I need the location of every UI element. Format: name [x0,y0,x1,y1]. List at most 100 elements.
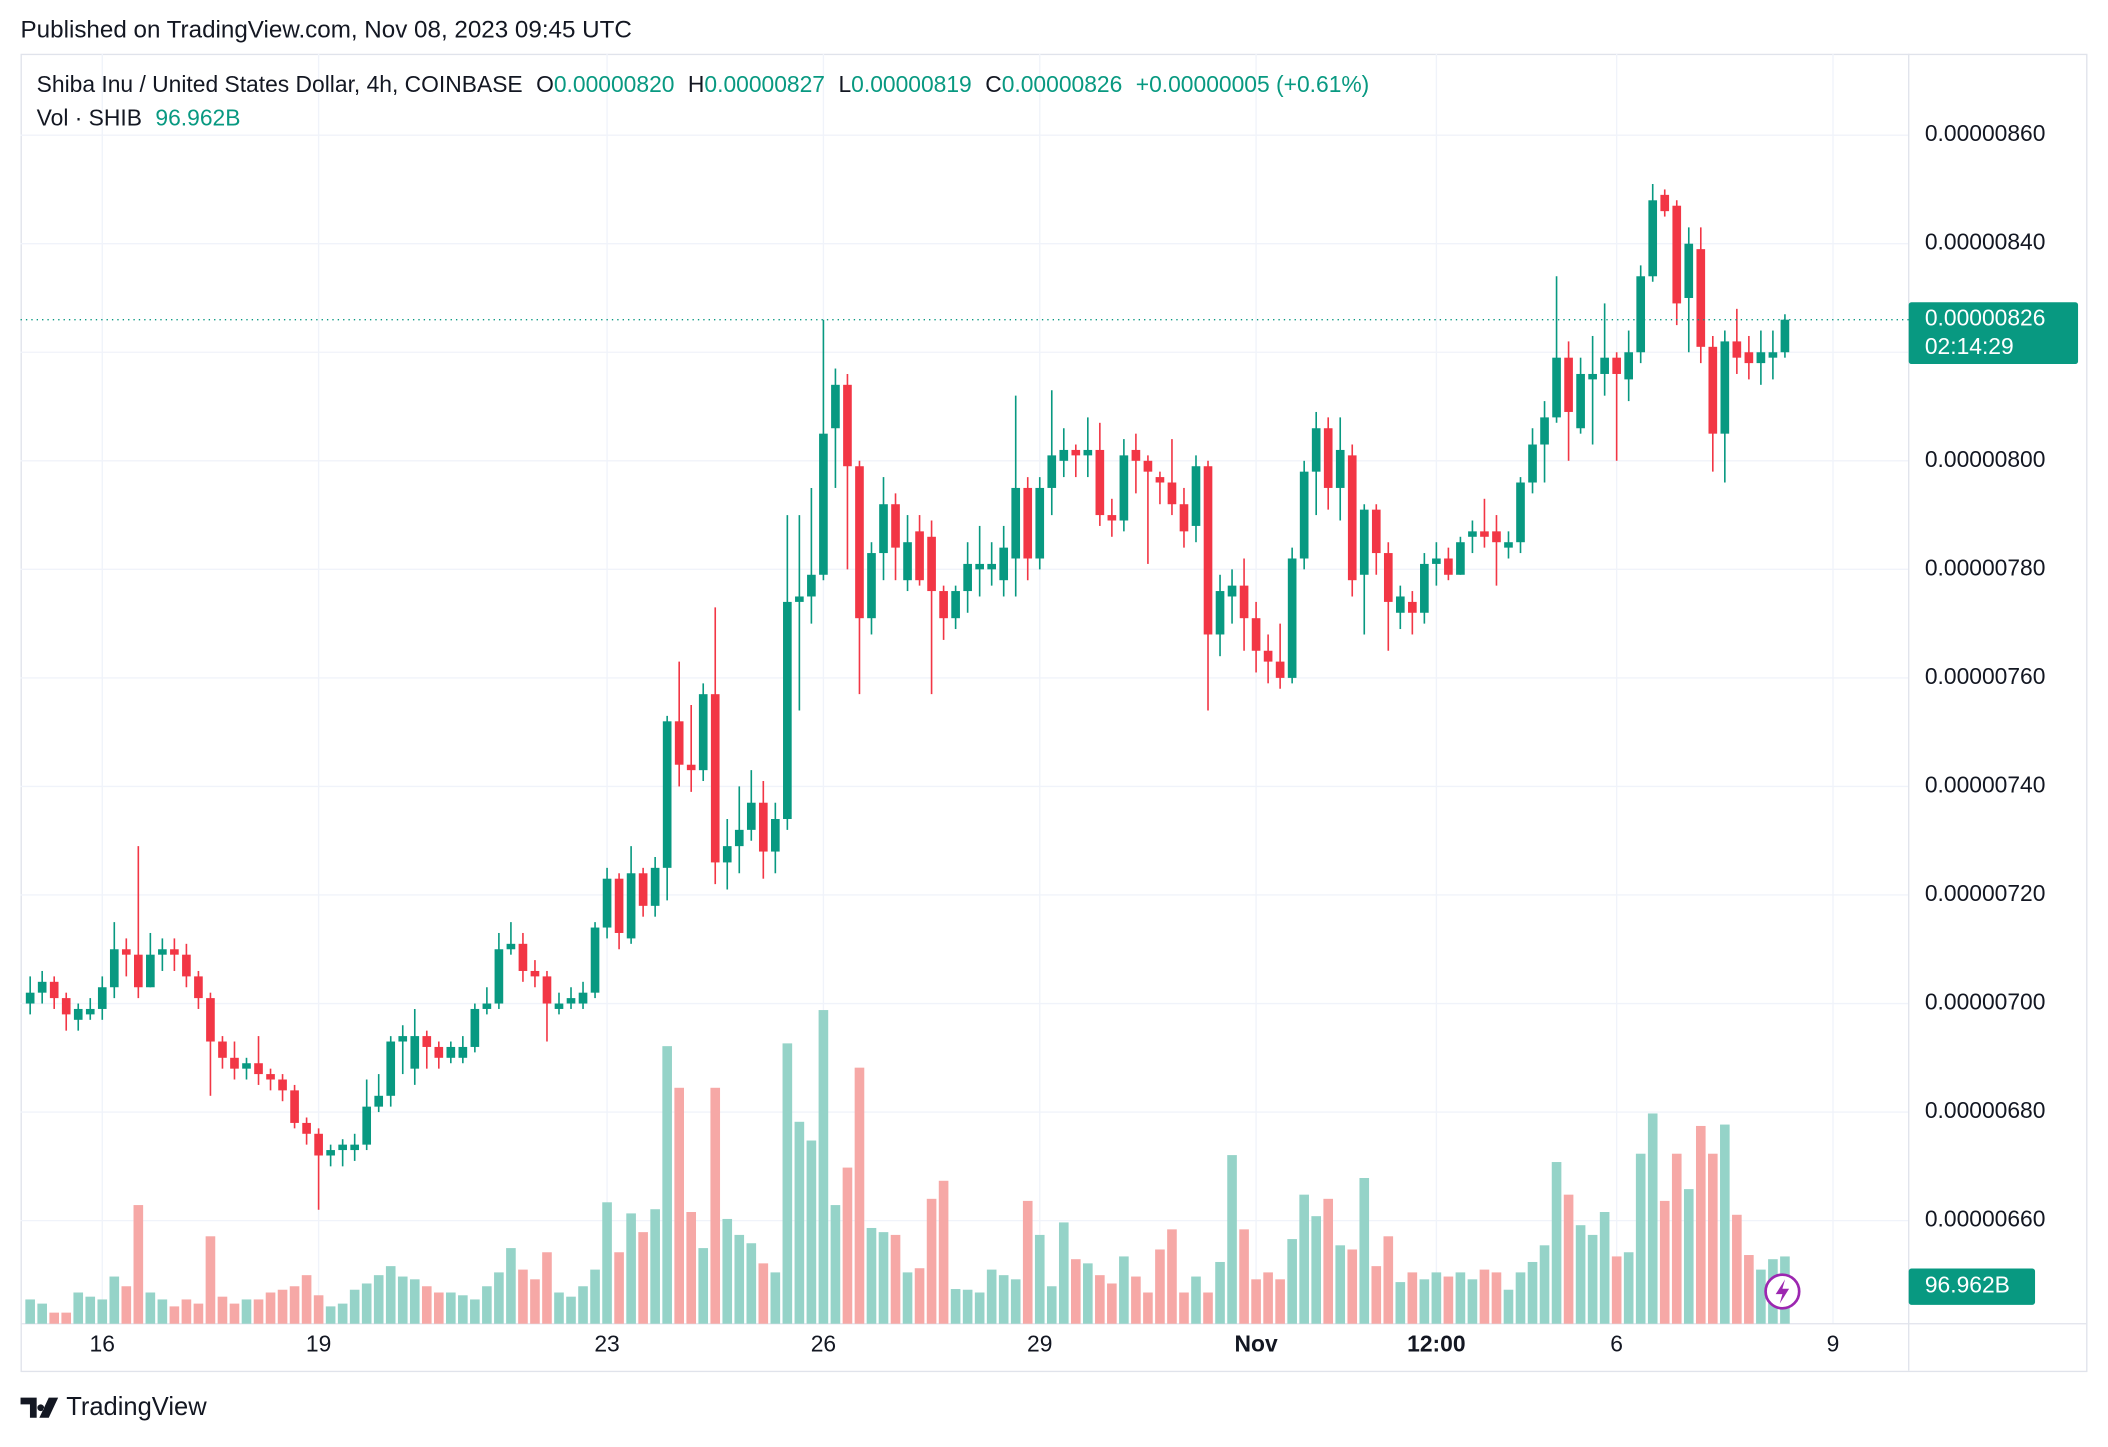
candle-body [1624,352,1634,380]
candle-body [1227,585,1237,597]
candle-body [578,992,588,1004]
replay-icon[interactable] [1764,1273,1801,1310]
candle-body [1516,482,1525,543]
y-tick-label: 0.00000860 [1925,120,2046,146]
volume-bar [650,1209,660,1324]
candle-body [1648,200,1658,277]
volume-bar [602,1202,612,1324]
candle-body [254,1063,263,1075]
candle-body [1359,509,1369,575]
brand-text: TradingView [66,1393,207,1421]
candle-body [326,1150,335,1156]
candle-body [554,1003,564,1009]
candle-body [1660,194,1670,212]
legend-label: C [985,71,1001,97]
y-tick-label: 0.00000680 [1925,1097,2046,1123]
legend-label: O [536,71,554,97]
candle-body [1035,487,1045,559]
volume-bar [1131,1276,1141,1324]
brand-logo[interactable]: TradingView [20,1393,208,1421]
x-tick-label: 16 [90,1330,115,1356]
candle-body [1287,558,1297,678]
candle-body [674,721,684,765]
candle-body [1492,531,1501,543]
y-tick-label: 0.00000700 [1925,989,2046,1015]
candle-body [1191,466,1201,526]
candle-body [1167,482,1177,505]
candle-body [650,867,660,906]
volume-bar [1323,1198,1334,1324]
volume-bar [181,1299,192,1324]
volume-bar [1119,1256,1129,1324]
volume-bar [1263,1272,1273,1324]
candle-body [182,954,191,977]
volume-bar [1683,1189,1694,1324]
x-tick-label: 9 [1827,1330,1840,1356]
legend-value: 0.00000826 [1002,71,1123,97]
candle-body [170,949,179,955]
volume-bar [409,1279,420,1324]
candle-body [422,1036,432,1047]
candle-body [290,1090,299,1123]
volume-bar [1732,1214,1742,1324]
volume-bar [337,1303,348,1324]
candle-body [1708,346,1718,434]
volume-bar [1275,1279,1285,1324]
candle-body [1251,618,1261,651]
volume-bar [770,1272,781,1324]
logo-icon [20,1397,59,1418]
legend-change: +0.00000005 (+0.61%) [1136,71,1370,97]
volume-bar [638,1232,648,1324]
candle-body [1468,531,1477,537]
volume-bar [1395,1282,1406,1324]
volume-bar [1623,1252,1634,1324]
candle-body [146,954,155,988]
candle-body [482,1003,492,1009]
volume-bar [446,1292,456,1324]
volume-bar [842,1167,853,1324]
volume-bar [614,1252,624,1324]
candle-body [1083,449,1093,456]
volume-bar [818,1010,829,1324]
volume-bar [1095,1275,1105,1324]
volume-bar [698,1248,709,1324]
volume-bar [1058,1222,1069,1324]
candle-body [398,1036,408,1042]
volume-bar [421,1286,432,1324]
volume-bar [1371,1266,1382,1324]
volume-bar [1467,1279,1478,1324]
candle-body [963,563,972,592]
volume-bar [97,1299,108,1324]
candle-body [494,949,504,1004]
candle-body [206,998,215,1042]
volume-bar [1287,1239,1297,1324]
x-tick-label: 6 [1610,1330,1623,1356]
candle-body [590,927,600,993]
candle-body [158,949,167,955]
candle-body [1768,352,1778,358]
volume-bar [361,1283,372,1324]
candle-body [795,596,804,602]
candle-body [278,1079,287,1091]
volume-bar [722,1218,733,1324]
volume-bar [782,1043,793,1324]
volume-bar [1443,1276,1454,1324]
candle-body [1528,444,1537,483]
volume-bar [349,1289,360,1324]
candle-body [891,504,900,548]
candle-body [710,694,720,863]
candle-body [458,1046,468,1058]
volume-bar [830,1205,841,1324]
volume-bar [758,1263,769,1324]
volume-bar [1022,1200,1033,1324]
candle-body [518,943,528,971]
volume-bar [37,1303,47,1324]
candle-body [1047,455,1057,488]
volume-bar [1167,1229,1177,1324]
x-tick-label: 19 [306,1330,331,1356]
candle-body [542,976,552,1004]
candle-body [1095,449,1105,516]
volume-bar [950,1289,961,1324]
candle-body [1480,531,1489,537]
